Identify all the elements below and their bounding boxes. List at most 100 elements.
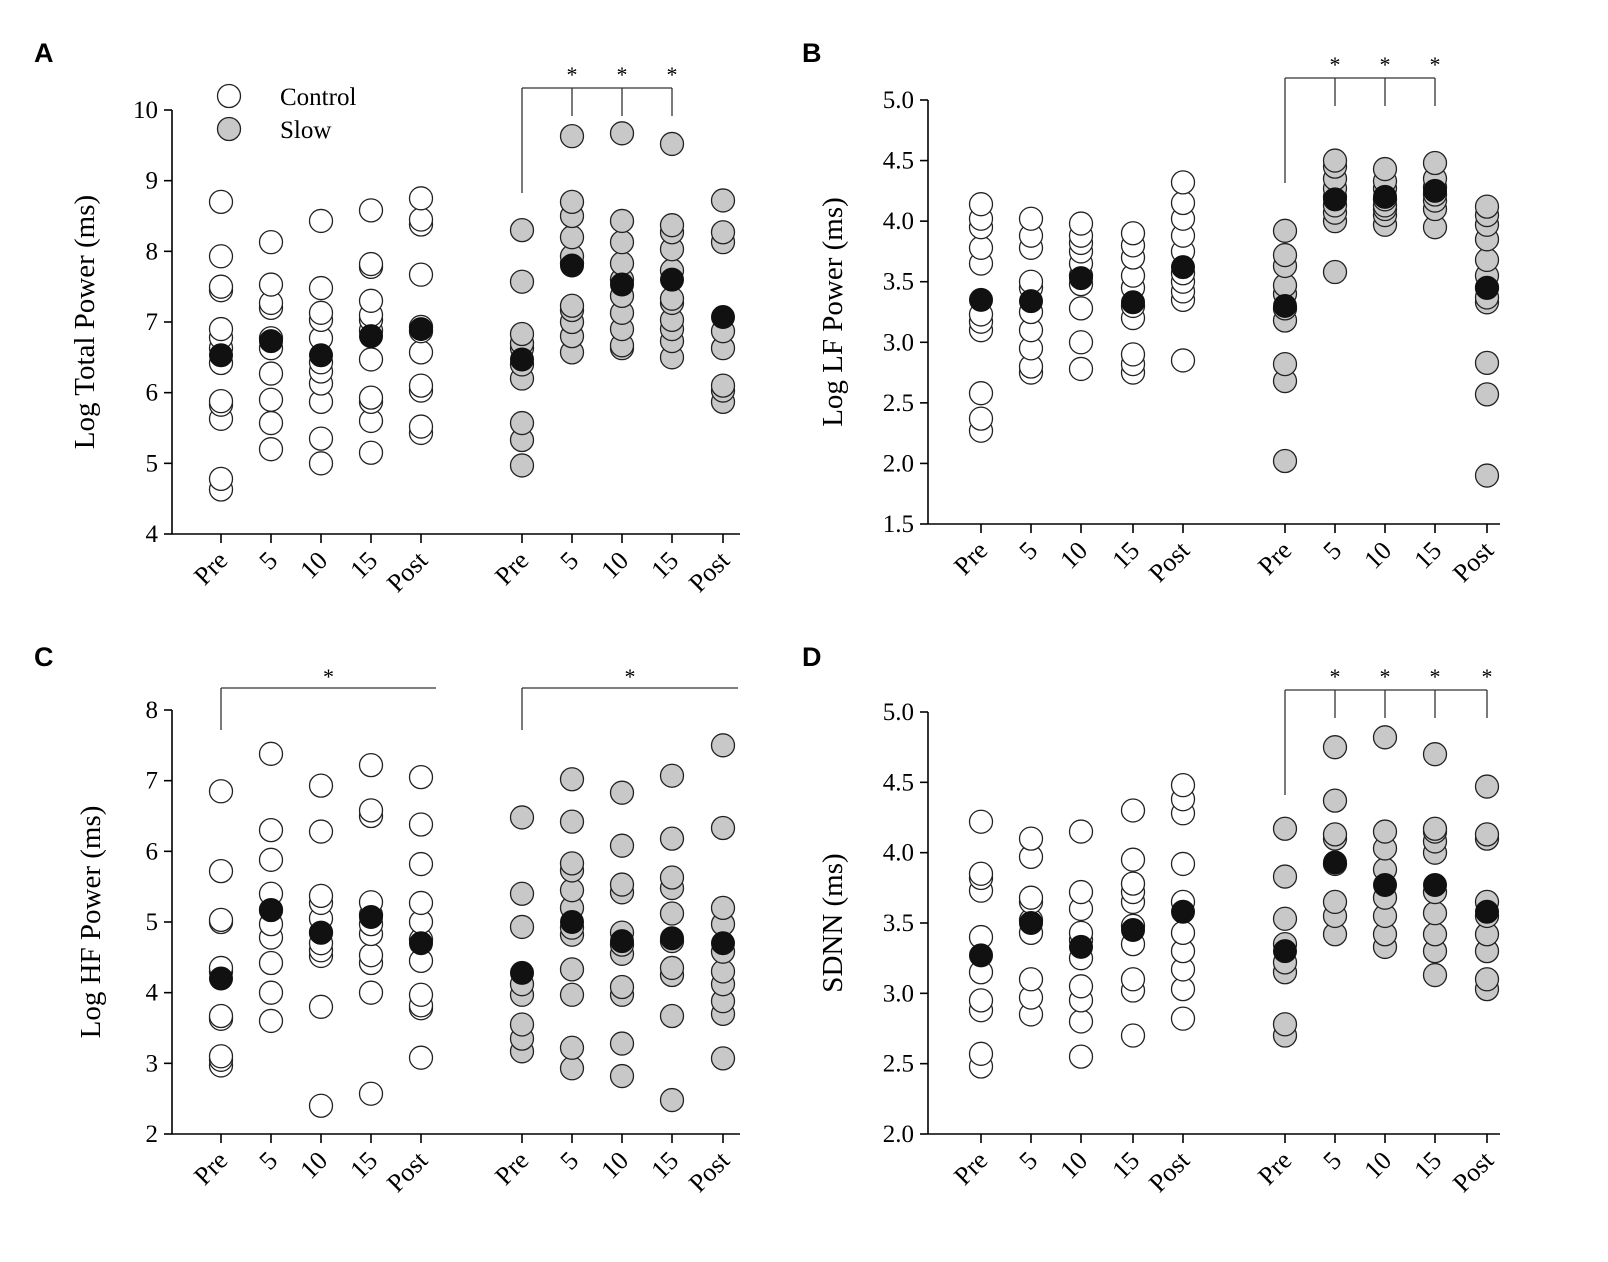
y-tick-label: 8	[146, 238, 159, 265]
data-point	[1170, 772, 1196, 798]
data-point	[609, 1063, 635, 1089]
y-tick-label: 9	[146, 168, 159, 195]
data-point	[208, 388, 234, 414]
mean-point	[560, 910, 584, 934]
data-point	[408, 764, 434, 790]
data-point	[968, 988, 994, 1013]
mean-point	[259, 329, 283, 354]
data-point	[659, 131, 685, 157]
data-point	[308, 819, 334, 844]
data-point	[609, 121, 635, 146]
data-point	[408, 890, 434, 916]
data-point	[968, 192, 994, 217]
significance-star: *	[1482, 664, 1493, 689]
mean-point	[1171, 255, 1195, 280]
mean-point	[259, 897, 283, 922]
data-point	[1170, 190, 1196, 216]
data-point	[1322, 735, 1348, 760]
x-tick-label: Post	[683, 545, 736, 598]
significance-star: *	[323, 664, 334, 689]
legend-marker-control	[216, 83, 242, 109]
data-point	[1018, 885, 1044, 910]
data-point	[1322, 889, 1348, 915]
data-point	[509, 321, 535, 347]
mean-point	[1373, 873, 1397, 898]
y-tick-label: 4	[146, 521, 159, 548]
mean-point	[510, 960, 534, 985]
data-point	[559, 1056, 585, 1081]
data-point	[1120, 847, 1146, 872]
data-point	[710, 733, 736, 758]
x-tick-label: Pre	[489, 546, 534, 591]
significance-star: *	[1430, 664, 1441, 689]
x-tick-label: Post	[683, 1145, 736, 1198]
data-point	[1322, 788, 1348, 813]
data-point	[1120, 798, 1146, 823]
mean-point	[1323, 187, 1347, 212]
data-point	[1068, 211, 1094, 236]
data-point	[1170, 851, 1196, 877]
data-point	[710, 895, 736, 921]
x-tick-label: 10	[294, 546, 333, 585]
data-point	[258, 387, 284, 412]
data-point	[208, 1003, 234, 1029]
data-point	[659, 1087, 685, 1113]
data-point	[1474, 382, 1500, 407]
mean-point	[1373, 184, 1397, 209]
data-point	[1474, 774, 1500, 799]
x-tick-label: 5	[1318, 536, 1348, 566]
mean-point	[1171, 899, 1195, 924]
y-tick-label: 2.0	[883, 450, 914, 477]
data-point	[308, 275, 334, 301]
mean-point	[610, 272, 634, 297]
data-point	[208, 189, 234, 215]
x-tick-label: 15	[1106, 1146, 1145, 1185]
x-tick-label: Pre	[948, 536, 993, 581]
data-point	[559, 225, 585, 250]
legend-marker-slow	[216, 116, 242, 142]
data-point	[968, 809, 994, 834]
data-point	[358, 798, 384, 823]
y-tick-label: 6	[146, 380, 159, 407]
data-point	[1422, 922, 1448, 947]
data-point	[258, 950, 284, 976]
data-point	[659, 865, 685, 890]
data-point	[659, 826, 685, 851]
x-tick-label: 5	[1014, 536, 1044, 566]
x-tick-label: 5	[555, 1146, 585, 1176]
data-point	[609, 780, 635, 805]
data-point	[968, 406, 994, 431]
mean-point	[510, 347, 534, 372]
data-point	[609, 833, 635, 858]
mean-point	[209, 966, 233, 991]
data-point	[1322, 259, 1348, 285]
data-point	[1272, 864, 1298, 889]
data-point	[1170, 348, 1196, 373]
data-point	[1474, 463, 1500, 488]
mean-point	[409, 931, 433, 956]
data-point	[258, 272, 284, 297]
x-tick-label: Post	[381, 545, 434, 598]
mean-point	[660, 926, 684, 951]
data-point	[1018, 967, 1044, 992]
legend: Control Slow	[216, 83, 356, 144]
y-tick-label: 5.0	[883, 87, 914, 114]
mean-point	[1273, 293, 1297, 318]
data-point	[1120, 967, 1146, 992]
data-point	[710, 188, 736, 213]
x-tick-label: Post	[1143, 535, 1196, 588]
mean-point	[1121, 918, 1145, 943]
data-point	[1018, 826, 1044, 851]
data-point	[509, 217, 535, 243]
data-point	[659, 1003, 685, 1029]
y-tick-label: 10	[133, 97, 158, 124]
data-point	[609, 229, 635, 255]
data-point	[1068, 330, 1094, 355]
mean-point	[1323, 850, 1347, 875]
x-tick-label: Pre	[188, 1146, 233, 1191]
data-point	[258, 741, 284, 766]
data-point	[509, 1012, 535, 1037]
data-point	[609, 872, 635, 897]
x-tick-label: 10	[595, 1146, 634, 1185]
